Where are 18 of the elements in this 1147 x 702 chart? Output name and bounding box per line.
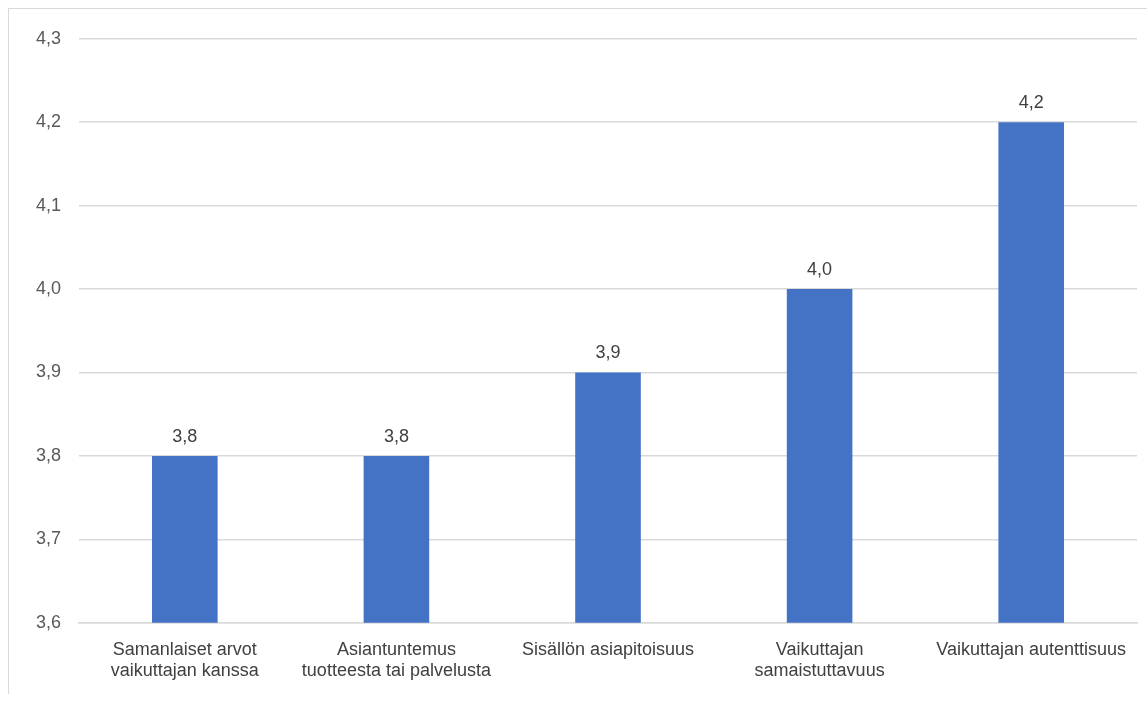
y-tick-label: 4,3 [35,27,62,48]
y-tick-label: 4,1 [35,194,62,215]
y-tick-label: 3,6 [35,611,62,632]
y-tick-label: 3,7 [35,528,62,549]
y-tick-label: 3,9 [35,361,62,382]
x-tick-label: Vaikuttajan autenttisuus [936,638,1127,659]
data-label: 3,9 [595,342,621,363]
data-label: 4,0 [807,259,833,280]
y-tick-label: 4,0 [35,278,62,299]
y-tick-label: 4,2 [35,111,62,132]
x-tick-label: Vaikuttajan samaistuttavuus [754,638,885,681]
data-label: 3,8 [172,425,198,446]
data-label: 3,8 [383,425,409,446]
x-tick-label: Samanlaiset arvot vaikuttajan kanssa [110,638,260,681]
x-tick-label: Sisällön asiapitoisuus [521,638,695,659]
y-tick-label: 3,8 [35,444,62,465]
data-label: 4,2 [1018,92,1044,113]
x-tick-label: Asiantuntemus tuotteesta tai palvelusta [301,638,492,681]
